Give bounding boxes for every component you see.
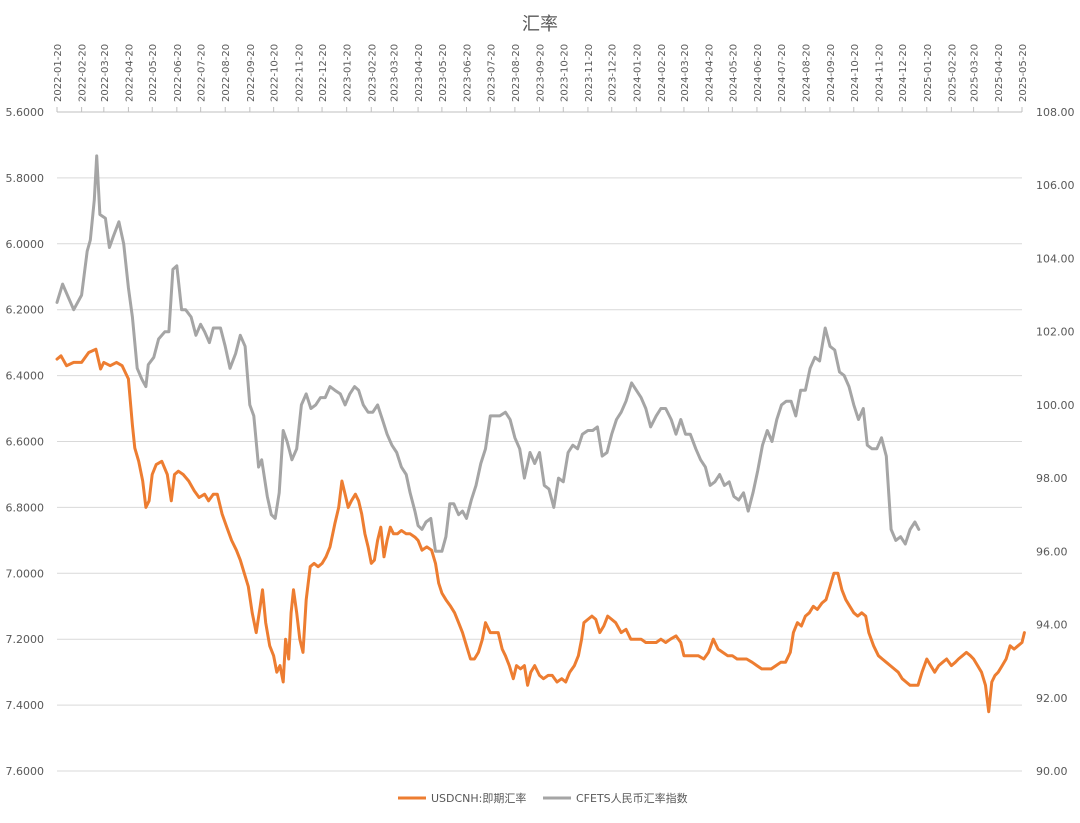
x-tick-label: 2025-02-20 xyxy=(947,44,958,102)
y-right-tick-label: 94.00 xyxy=(1036,619,1068,632)
x-tick-label: 2024-04-20 xyxy=(705,44,716,102)
x-tick-label: 2023-03-20 xyxy=(389,44,400,102)
x-tick-label: 2022-09-20 xyxy=(246,44,257,102)
x-tick-label: 2023-10-20 xyxy=(559,44,570,102)
y-right-tick-label: 104.00 xyxy=(1036,252,1075,265)
y-left-tick-label: 5.6000 xyxy=(6,106,45,119)
x-tick-label: 2023-05-20 xyxy=(438,44,449,102)
series-line-1 xyxy=(55,154,921,553)
x-tick-label: 2024-08-20 xyxy=(801,44,812,102)
x-tick-label: 2022-07-20 xyxy=(197,44,208,102)
y-left-tick-label: 7.2000 xyxy=(6,633,45,646)
x-tick-label: 2024-10-20 xyxy=(850,44,861,102)
x-tick-label: 2022-08-20 xyxy=(221,44,232,102)
y-left-tick-label: 6.2000 xyxy=(6,304,45,317)
x-tick-label: 2025-05-20 xyxy=(1018,44,1029,102)
x-tick-label: 2022-05-20 xyxy=(148,44,159,102)
series-layer xyxy=(55,154,1026,714)
grid-layer xyxy=(57,111,1022,772)
x-tick-label: 2023-01-20 xyxy=(343,44,354,102)
x-tick-label: 2023-07-20 xyxy=(486,44,497,102)
y-right-tick-label: 90.00 xyxy=(1036,765,1068,778)
x-tick-label: 2023-04-20 xyxy=(414,44,425,102)
x-tick-label: 2023-02-20 xyxy=(367,44,378,102)
y-left-tick-label: 7.4000 xyxy=(6,699,45,712)
x-tick-label: 2024-11-20 xyxy=(874,44,885,102)
legend: USDCNH:即期汇率 CFETS人民币汇率指数 xyxy=(398,791,688,805)
y-left-tick-label: 6.0000 xyxy=(6,238,45,251)
y-right-tick-label: 96.00 xyxy=(1036,545,1068,558)
y-right-tick-label: 100.00 xyxy=(1036,399,1075,412)
x-tick-label: 2023-12-20 xyxy=(608,44,619,102)
x-tick-label: 2022-04-20 xyxy=(124,44,135,102)
legend-label: CFETS人民币汇率指数 xyxy=(576,791,688,805)
y-right-tick-label: 102.00 xyxy=(1036,326,1075,339)
y-left-tick-label: 6.6000 xyxy=(6,436,45,449)
chart-title: 汇率 xyxy=(522,14,558,35)
y-axis-left: 5.6000 5.8000 6.0000 6.2000 6.4000 6.6000 6.80… xyxy=(6,106,45,778)
y-right-tick-label: 106.00 xyxy=(1036,179,1075,192)
y-right-tick-label: 108.00 xyxy=(1036,106,1075,119)
x-tick-label: 2023-11-20 xyxy=(584,44,595,102)
x-tick-label: 2024-12-20 xyxy=(898,44,909,102)
x-tick-label: 2025-01-20 xyxy=(923,44,934,102)
x-tick-label: 2023-06-20 xyxy=(462,44,473,102)
x-tick-label: 2022-11-20 xyxy=(294,44,305,102)
legend-label: USDCNH:即期汇率 xyxy=(431,791,526,805)
x-tick-label: 2024-07-20 xyxy=(777,44,788,102)
y-left-tick-label: 7.6000 xyxy=(6,765,45,778)
x-tick-label: 2024-03-20 xyxy=(680,44,691,102)
x-tick-label: 2024-09-20 xyxy=(826,44,837,102)
x-tick-label: 2022-10-20 xyxy=(270,44,281,102)
x-tick-label: 2022-12-20 xyxy=(318,44,329,102)
y-right-tick-label: 98.00 xyxy=(1036,472,1068,485)
y-left-tick-label: 5.8000 xyxy=(6,172,45,185)
y-right-tick-label: 92.00 xyxy=(1036,692,1068,705)
y-left-tick-label: 7.0000 xyxy=(6,567,45,580)
x-tick-label: 2022-01-20 xyxy=(53,44,64,102)
x-tick-label: 2025-03-20 xyxy=(970,44,981,102)
x-tick-label: 2024-06-20 xyxy=(753,44,764,102)
x-tick-label: 2024-02-20 xyxy=(657,44,668,102)
series-line-0 xyxy=(55,347,1026,714)
x-tick-label: 2022-02-20 xyxy=(78,44,89,102)
x-tick-label: 2023-09-20 xyxy=(536,44,547,102)
y-axis-right: 90.00 92.00 94.00 96.00 98.00 100.00 102.00 104… xyxy=(1036,106,1075,778)
x-tick-label: 2024-05-20 xyxy=(728,44,739,102)
x-tick-label: 2025-04-20 xyxy=(994,44,1005,102)
x-tick-label: 2024-01-20 xyxy=(632,44,643,102)
x-tick-label: 2023-08-20 xyxy=(511,44,522,102)
x-tick-label: 2022-03-20 xyxy=(100,44,111,102)
x-tick-label: 2022-06-20 xyxy=(173,44,184,102)
x-axis: 2022-01-20 2022-02-20 2022-03-20 2022-04-20… xyxy=(53,44,1029,113)
y-left-tick-label: 6.8000 xyxy=(6,501,45,514)
y-left-tick-label: 6.4000 xyxy=(6,370,45,383)
